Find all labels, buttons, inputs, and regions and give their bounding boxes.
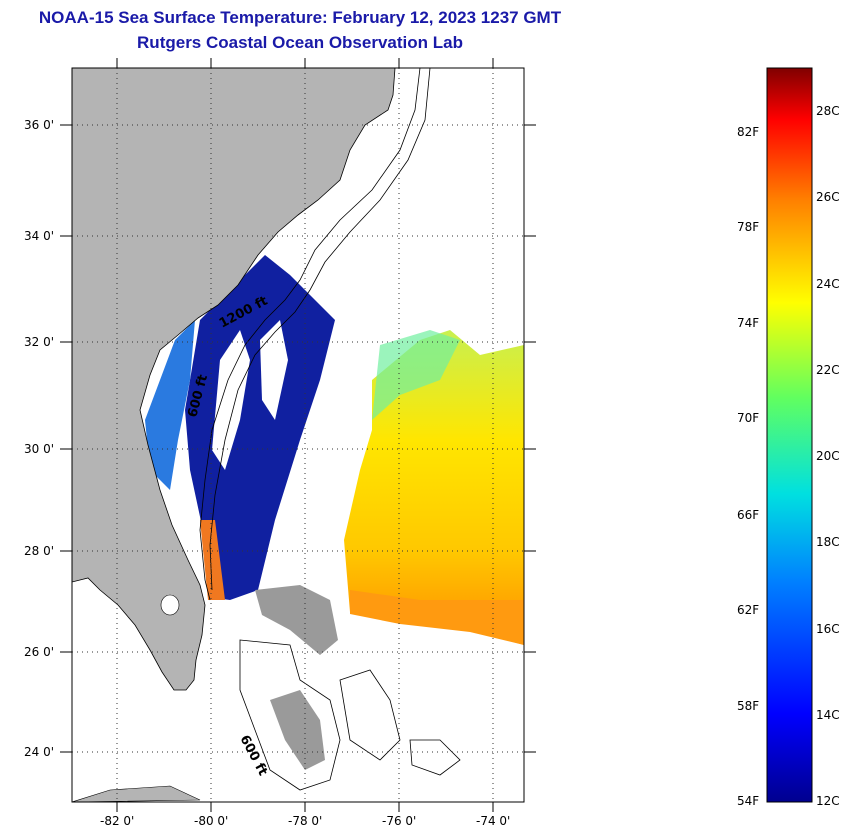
colorbar-c-14: 14C [816, 708, 840, 722]
bahamas-bank-1 [255, 585, 338, 655]
colorbar-f-66: 66F [737, 508, 760, 522]
cold-sst-streak [200, 520, 225, 600]
green-front [372, 330, 460, 420]
lon-label-76: -76 0' [382, 814, 417, 828]
warm-sst-orange-band [350, 590, 524, 645]
colorbar-c-18: 18C [816, 535, 840, 549]
map-title: NOAA-15 Sea Surface Temperature: Februar… [38, 8, 562, 27]
colorbar-c-20: 20C [816, 449, 840, 463]
lat-label-36: 36 0' [24, 118, 55, 132]
colorbar-f-82: 82F [737, 125, 760, 139]
lat-label-32: 32 0' [24, 335, 55, 349]
colorbar-c-26: 26C [816, 190, 840, 204]
colorbar-c-16: 16C [816, 622, 840, 636]
cold-sst-region [185, 255, 335, 600]
bahamas-contour-3 [409, 739, 461, 776]
colorbar-c-28: 28C [816, 104, 840, 118]
colorbar-f-78: 78F [737, 220, 760, 234]
lat-label-26: 26 0' [24, 645, 55, 659]
lat-label-34: 34 0' [24, 229, 55, 243]
colorbar-f-70: 70F [737, 411, 760, 425]
cold-sst-nearshore [145, 320, 195, 490]
colorbar-c-22: 22C [816, 363, 840, 377]
colorbar [766, 67, 813, 803]
graticule [72, 68, 524, 802]
lat-label-30: 30 0' [24, 442, 55, 456]
lat-label-28: 28 0' [24, 544, 55, 558]
lon-label-82: -82 0' [100, 814, 135, 828]
lat-label-24: 24 0' [24, 745, 55, 759]
lon-label-78: -78 0' [288, 814, 323, 828]
colorbar-f-62: 62F [737, 603, 760, 617]
colorbar-f-58: 58F [737, 699, 760, 713]
land-southeast-us [72, 68, 396, 691]
colorbar-c-24: 24C [816, 277, 840, 291]
lake-okeechobee [160, 594, 180, 616]
map-subtitle: Rutgers Coastal Ocean Observation Lab [137, 33, 463, 52]
lon-label-80: -80 0' [194, 814, 229, 828]
isobath-label-600-south: 600 ft [236, 733, 270, 778]
cloud-streak-2 [260, 320, 288, 420]
bahamas-contour-2 [339, 669, 401, 761]
cloud-streak-1 [212, 330, 250, 470]
map-frame [71, 67, 525, 803]
colorbar-f-54: 54F [737, 794, 760, 808]
isobath-contour-1 [199, 68, 421, 601]
colorbar-f-74: 74F [737, 316, 760, 330]
axis-ticks [60, 58, 536, 812]
warm-sst-region [344, 330, 524, 645]
land-cuba [72, 785, 201, 802]
bahamas-bank-2 [270, 690, 325, 770]
bahamas-contour [239, 639, 341, 791]
colorbar-c-12: 12C [816, 794, 840, 808]
lon-label-74: -74 0' [476, 814, 511, 828]
